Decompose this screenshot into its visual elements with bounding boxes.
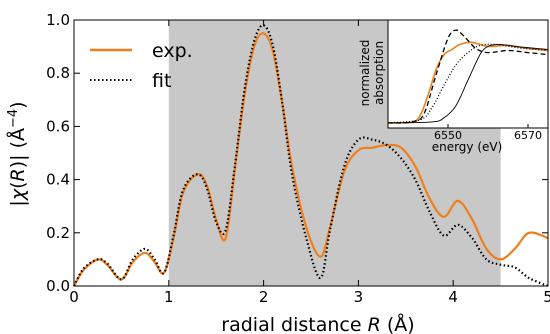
inset-x-label: energy (eV) bbox=[432, 140, 503, 154]
y-axis-label: |χ(R)| (Å−4) bbox=[6, 101, 29, 206]
y-tick-label: 0.4 bbox=[46, 171, 70, 189]
x-tick-label: 5 bbox=[543, 288, 550, 306]
x-tick-label: 1 bbox=[164, 288, 174, 306]
inset-series-line bbox=[387, 29, 549, 124]
inset-series-line bbox=[387, 43, 549, 124]
y-tick-label: 0.2 bbox=[46, 224, 70, 242]
inset-series-line bbox=[387, 43, 549, 124]
inset-x-tick-label: 6570 bbox=[514, 129, 542, 142]
x-axis-label: radial distance R (Å) bbox=[221, 313, 414, 334]
inset-chart: 6550 6570 energy (eV) normalized absorpti… bbox=[358, 19, 549, 154]
plot-frame bbox=[73, 19, 549, 287]
legend: exp. fit bbox=[90, 40, 193, 92]
inset-frame bbox=[387, 19, 549, 129]
y-tick-label: 0.8 bbox=[46, 64, 70, 82]
inset-y-label-line2: absorption bbox=[372, 41, 386, 105]
legend-label-fit: fit bbox=[152, 70, 171, 92]
x-tick-label: 0 bbox=[69, 288, 79, 306]
y-tick-label: 1.0 bbox=[46, 11, 70, 29]
inset-x-tick-label: 6550 bbox=[434, 129, 462, 142]
inset-background bbox=[388, 20, 548, 128]
x-tick-label: 4 bbox=[448, 288, 458, 306]
x-tick-label: 2 bbox=[259, 288, 269, 306]
x-tick-label: 3 bbox=[354, 288, 364, 306]
series-line-exp bbox=[73, 32, 549, 287]
y-tick-label: 0.6 bbox=[46, 117, 70, 135]
inset-y-label-line1: normalized bbox=[358, 40, 372, 107]
y-tick-label: 0.0 bbox=[46, 277, 70, 295]
legend-label-exp: exp. bbox=[152, 40, 193, 62]
